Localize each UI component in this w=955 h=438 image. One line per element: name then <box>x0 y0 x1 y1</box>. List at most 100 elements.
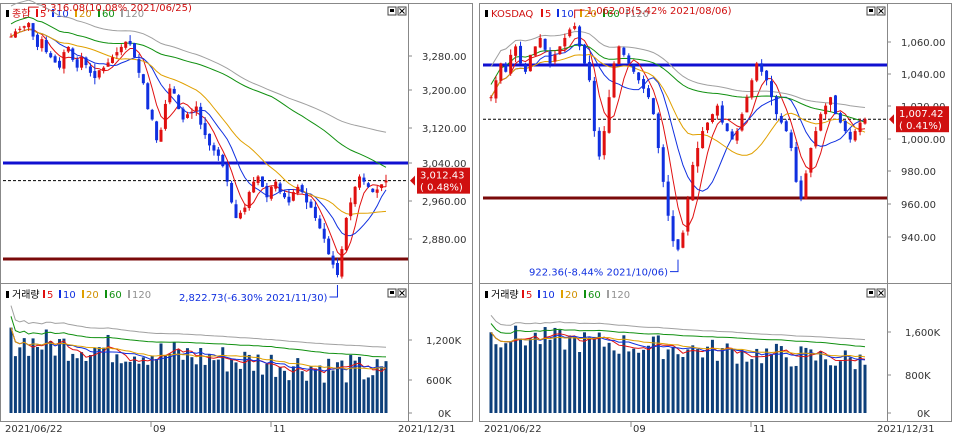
volume-bar <box>221 347 225 413</box>
volume-bar <box>538 344 542 413</box>
candle-body <box>313 206 317 218</box>
candle-body <box>829 97 833 105</box>
date-tick-label: 09 <box>153 424 166 435</box>
volume-bar <box>819 351 823 413</box>
volume-bar <box>676 354 680 413</box>
volume-bar <box>765 348 769 413</box>
volume-ma-line-5 <box>10 327 387 374</box>
candle-body <box>814 131 818 147</box>
candle-body <box>607 97 611 133</box>
volume-bar <box>353 360 357 413</box>
volume-bar <box>256 354 260 413</box>
candle-body <box>225 164 229 182</box>
candle-body <box>84 57 88 66</box>
candle-body <box>344 217 348 251</box>
volume-bar <box>637 352 641 413</box>
volume-bar <box>380 366 384 413</box>
candle-body <box>523 64 527 72</box>
volume-bar <box>578 352 582 413</box>
candle-body <box>322 228 326 239</box>
legend-ma-120: 120 <box>630 9 649 20</box>
candle-body <box>185 114 189 118</box>
volume-tick-label: 1,200K <box>426 336 462 347</box>
candle-body <box>274 181 278 189</box>
candle-body <box>592 80 596 132</box>
volume-bar <box>809 349 813 413</box>
last-price-pointer <box>410 175 415 186</box>
volume-bar <box>833 365 837 413</box>
candle-body <box>622 47 626 55</box>
high-marker <box>574 9 585 19</box>
volume-bar <box>234 362 238 413</box>
legend-ma-swatch <box>59 290 61 298</box>
candle-body <box>735 131 739 141</box>
volume-ma-line-60 <box>10 316 387 358</box>
date-tick-label: 2021/06/22 <box>5 424 63 435</box>
price-tick-label: 960.00 <box>901 200 936 211</box>
candle-body <box>110 57 114 64</box>
candle-body <box>353 186 357 205</box>
legend-marker <box>485 10 488 17</box>
candle-body <box>804 173 808 199</box>
candle-body <box>106 62 110 67</box>
candle-body <box>331 255 335 265</box>
legend-name: 거래량 <box>12 289 40 301</box>
legend-ma-20: 20 <box>584 9 597 20</box>
price-tick-label: 2,880.00 <box>422 235 467 246</box>
candle-body <box>115 52 119 56</box>
candle-body <box>384 180 388 183</box>
legend-ma-10: 10 <box>63 290 76 301</box>
volume-bar <box>686 349 690 413</box>
candle-body <box>203 123 207 136</box>
candle-body <box>863 119 867 124</box>
panel-frame <box>479 3 952 422</box>
candle-body <box>838 113 842 123</box>
low-marker <box>670 259 679 273</box>
candle-body <box>163 103 167 129</box>
volume-bar <box>371 375 375 413</box>
low-annotation: 2,822.73(-6.30% 2021/11/30) <box>179 293 328 304</box>
candle-body <box>375 189 379 193</box>
volume-bar <box>548 339 552 413</box>
candle-body <box>168 88 172 103</box>
candle-body <box>509 54 513 74</box>
volume-bar <box>309 366 313 413</box>
candle-body <box>230 182 234 203</box>
candle-body <box>146 83 150 110</box>
legend-ma-60: 60 <box>102 9 115 20</box>
legend-marker <box>6 291 9 298</box>
candle-body <box>31 23 35 37</box>
candle-body <box>799 180 803 199</box>
volume-bar <box>119 363 123 413</box>
low-annotation: 922.36(-8.44% 2021/10/06) <box>529 268 668 279</box>
candle-body <box>765 70 769 81</box>
legend-ma-5: 5 <box>545 9 551 20</box>
ma-line-60 <box>490 44 866 123</box>
volume-bar <box>283 370 287 413</box>
last-price-box <box>896 106 949 133</box>
volume-bar <box>509 342 513 413</box>
volume-bar <box>651 336 655 413</box>
candle-body <box>208 133 212 146</box>
volume-bar <box>181 359 185 413</box>
volume-bar <box>146 364 150 413</box>
legend-ma-swatch <box>98 9 100 17</box>
volume-bar <box>814 360 818 413</box>
candle-body <box>725 123 729 132</box>
volume-bar <box>656 335 660 413</box>
candle-body <box>779 115 783 123</box>
candle-body <box>119 46 123 53</box>
volume-bar <box>750 359 754 413</box>
candle-body <box>558 46 562 55</box>
volume-bar <box>278 366 282 413</box>
volume-bar <box>706 346 710 413</box>
volume-bar <box>848 357 852 413</box>
volume-bar <box>715 360 719 413</box>
volume-bar <box>216 359 220 413</box>
legend-ma-swatch <box>128 290 130 298</box>
volume-bar <box>701 357 705 413</box>
volume-bar <box>358 356 362 413</box>
legend-name: 거래량 <box>491 289 519 301</box>
last-change-label: ( 0.41%) <box>899 121 942 132</box>
volume-bar <box>804 347 808 413</box>
